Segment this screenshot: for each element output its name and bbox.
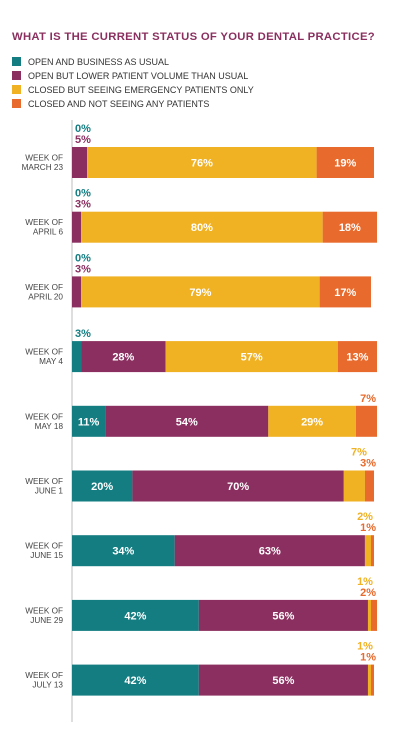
bar-segment	[364, 535, 371, 567]
data-label: 3%	[75, 328, 91, 340]
data-label: 7%	[360, 393, 376, 405]
category-label: WEEK OF MAY 18	[25, 412, 63, 431]
data-label: 3%	[75, 263, 91, 275]
legend-label: CLOSED AND NOT SEEING ANY PATIENTS	[28, 99, 209, 109]
bar-segment	[72, 599, 199, 631]
data-label: 56%	[272, 675, 294, 687]
data-label: 0%	[75, 188, 91, 200]
category-labels: WEEK OF MARCH 23 WEEK OF APRIL 6 WEEK OF APRI…	[22, 154, 64, 690]
data-label: 79%	[189, 287, 211, 299]
bar-segment	[343, 470, 365, 502]
category-label: WEEK OF APRIL 20	[25, 283, 63, 302]
data-label: 19%	[334, 158, 356, 170]
data-label: 3%	[75, 199, 91, 211]
category-label: WEEK OF APRIL 6	[25, 218, 63, 237]
data-label: 56%	[272, 610, 294, 622]
bar-segment	[72, 664, 199, 696]
bar-segment	[355, 405, 378, 437]
legend-swatch	[12, 57, 21, 66]
bar-segment	[72, 147, 88, 178]
data-label: 1%	[360, 522, 376, 534]
data-label: 2%	[360, 587, 376, 599]
bar-segment	[72, 276, 82, 308]
bar-segment	[367, 599, 371, 631]
bars: 76% 19%5%0%80% 18%3%0%79% 17%3%0%28% 57% 13%3…	[72, 123, 378, 696]
bar-segment	[105, 405, 269, 437]
data-label: 2%	[357, 511, 373, 523]
data-label: 1%	[357, 641, 373, 653]
data-label: 20%	[91, 481, 113, 493]
data-label: 34%	[112, 546, 134, 558]
bar-segment	[72, 341, 82, 373]
data-label: 29%	[301, 416, 323, 428]
bar-segment	[198, 664, 368, 696]
bar-segment	[72, 211, 82, 243]
data-label: 13%	[346, 352, 368, 364]
data-label: 57%	[241, 352, 263, 364]
data-label: 42%	[124, 610, 146, 622]
bar-segment	[72, 535, 175, 567]
data-label: 80%	[191, 222, 213, 234]
bar-segment	[337, 341, 378, 373]
data-label: 0%	[75, 252, 91, 264]
data-label: 63%	[259, 546, 281, 558]
category-label: WEEK OF MAY 4	[25, 348, 63, 367]
bar-segment	[81, 341, 166, 373]
bar-segment	[81, 211, 323, 243]
category-label: WEEK OF MARCH 23	[22, 154, 64, 173]
bar-segment	[319, 276, 371, 308]
bar-segment	[87, 147, 317, 178]
bar-segment	[132, 470, 344, 502]
bar-segment	[316, 147, 374, 178]
bar-segment	[174, 535, 365, 567]
data-label: 7%	[351, 447, 367, 459]
data-label: 3%	[360, 458, 376, 470]
legend-label: OPEN BUT LOWER PATIENT VOLUME THAN USUAL	[28, 71, 248, 81]
data-label: 0%	[75, 123, 91, 135]
legend-label: OPEN AND BUSINESS AS USUAL	[28, 57, 169, 67]
category-label: WEEK OF JUNE 1	[25, 477, 63, 496]
data-label: 17%	[334, 287, 356, 299]
bar-segment	[322, 211, 378, 243]
data-label: 28%	[112, 352, 134, 364]
chart-title: WHAT IS THE CURRENT STATUS OF YOUR DENTA…	[12, 31, 375, 43]
bar-segment	[364, 470, 374, 502]
data-label: 54%	[176, 416, 198, 428]
legend-label: CLOSED BUT SEEING EMERGENCY PATIENTS ONL…	[28, 85, 254, 95]
bar-segment	[81, 276, 320, 308]
data-label: 5%	[75, 134, 91, 146]
data-label: 1%	[357, 576, 373, 588]
category-label: WEEK OF JUNE 15	[25, 542, 63, 561]
data-label: 76%	[191, 158, 213, 170]
bar-segment	[370, 599, 378, 631]
bar-segment	[165, 341, 338, 373]
legend-swatch	[12, 71, 21, 80]
data-label: 18%	[339, 222, 361, 234]
bar-segment	[198, 599, 368, 631]
data-label: 11%	[78, 416, 100, 428]
legend: OPEN AND BUSINESS AS USUAL OPEN BUT LOWER…	[12, 57, 254, 109]
data-label: 1%	[360, 652, 376, 664]
category-label: WEEK OF JULY 13	[25, 671, 63, 690]
legend-swatch	[12, 99, 21, 108]
category-label: WEEK OF JUNE 29	[25, 606, 63, 625]
data-label: 70%	[227, 481, 249, 493]
bar-segment	[370, 535, 374, 567]
data-label: 42%	[124, 675, 146, 687]
bar-segment	[72, 405, 106, 437]
bar-segment	[367, 664, 371, 696]
bar-segment	[370, 664, 374, 696]
bar-segment	[268, 405, 356, 437]
legend-swatch	[12, 85, 21, 94]
bar-segment	[72, 470, 133, 502]
